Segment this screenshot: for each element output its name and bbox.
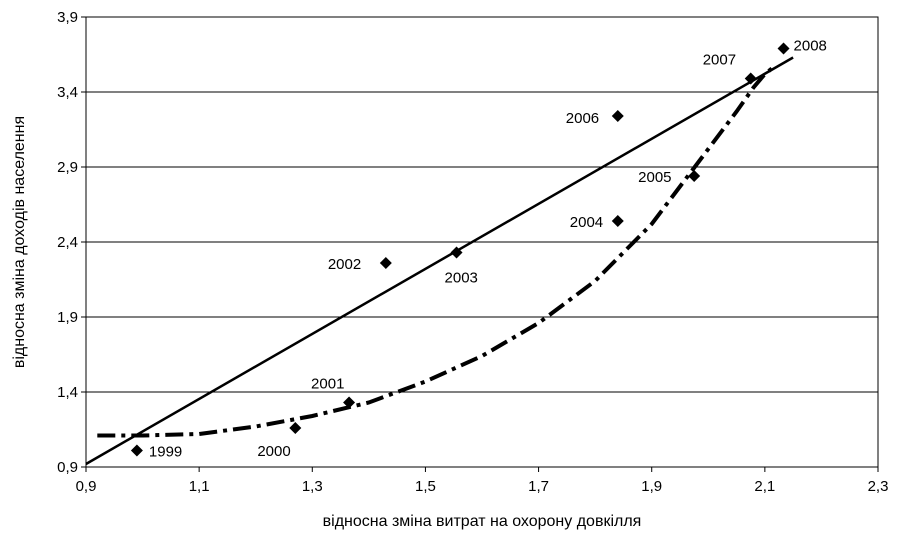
axes [81,16,879,472]
x-tick-label: 2,1 [754,478,775,495]
curve-trend-line [97,63,778,438]
data-label-2001: 2001 [311,376,344,393]
x-tick-labels: 0,9 1,1 1,3 1,5 1,7 1,9 2,1 2,3 [76,478,889,495]
y-tick-label: 1,4 [57,384,78,401]
x-tick-label: 1,1 [189,478,210,495]
data-label-2007: 2007 [703,52,736,69]
data-label-2004: 2004 [570,214,603,231]
data-point-2008 [777,42,790,55]
data-label-2003: 2003 [445,270,478,287]
trend-lines [85,56,794,466]
y-tick-label: 3,9 [57,9,78,26]
data-point-2001 [343,396,356,409]
data-label-2005: 2005 [638,169,671,186]
data-point-2006 [611,110,624,122]
data-point-2000 [289,422,302,434]
data-points: 1999 2000 2001 2002 2003 2004 2005 2006 2007 2008 [130,38,827,461]
linear-trend-line [85,56,794,466]
data-label-2008: 2008 [794,38,827,55]
data-point-1999 [130,444,143,457]
gridlines [86,16,878,393]
y-tick-labels: 0,9 1,4 1,9 2,4 2,9 3,4 3,9 [57,9,78,476]
data-point-2007 [744,72,757,85]
x-tick-label: 0,9 [76,478,97,495]
data-label-2000: 2000 [257,443,290,460]
x-tick-label: 1,5 [415,478,436,495]
x-tick-label: 1,9 [641,478,662,495]
data-point-2003 [450,246,463,259]
y-tick-label: 2,4 [57,234,78,251]
data-label-2002: 2002 [328,256,361,273]
y-axis-label: відносна зміна доходів населення [11,116,28,368]
x-tick-label: 1,7 [528,478,549,495]
y-tick-label: 2,9 [57,159,78,176]
y-tick-label: 1,9 [57,309,78,326]
y-tick-label: 0,9 [57,459,78,476]
x-axis-label: відносна зміна витрат на охорону довкілл… [323,513,642,530]
data-label-2006: 2006 [566,110,599,127]
x-tick-label: 2,3 [868,478,889,495]
x-tick-label: 1,3 [302,478,323,495]
data-label-1999: 1999 [149,444,182,461]
data-point-2002 [379,257,392,269]
y-tick-label: 3,4 [57,84,78,101]
data-point-2004 [611,215,624,227]
plot-area-border [85,16,879,468]
data-point-2005 [688,170,701,182]
